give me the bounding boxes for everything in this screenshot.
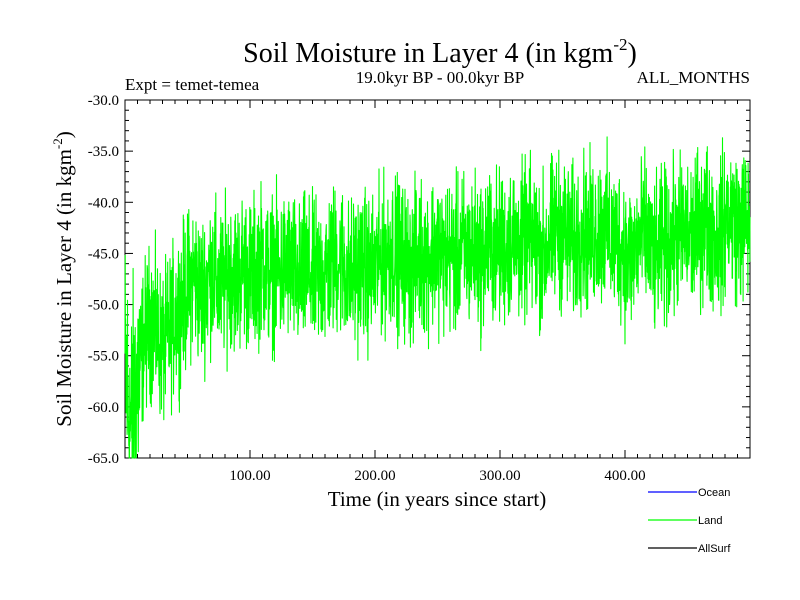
legend-label-allsurf: AllSurf	[698, 543, 731, 555]
x-tick-label: 200.00	[354, 468, 395, 484]
series-layer	[124, 136, 751, 459]
y-tick-label: -40.0	[88, 195, 119, 211]
y-tick-label: -55.0	[88, 349, 119, 365]
x-tick-label: 100.00	[229, 468, 270, 484]
y-tick-label: -50.0	[88, 298, 119, 314]
x-axis-label: Time (in years since start)	[328, 487, 547, 511]
expt-label: Expt = temet-temea	[125, 75, 260, 94]
x-tick-label: 300.00	[479, 468, 520, 484]
y-tick-label: -65.0	[88, 451, 119, 467]
legend-label-land: Land	[698, 515, 722, 527]
legend-label-ocean: Ocean	[698, 487, 730, 499]
y-axis-label: Soil Moisture in Layer 4 (in kgm-2)	[50, 131, 76, 426]
x-tick-label: 400.00	[604, 468, 645, 484]
y-tick-label: -30.0	[88, 93, 119, 109]
y-tick-label: -60.0	[88, 400, 119, 416]
period-label: 19.0kyr BP - 00.0kyr BP	[356, 68, 524, 87]
y-axis: -65.0 -60.0 -55.0 -50.0 -45.0 -40.0 -35.0 -30.0	[88, 93, 750, 467]
series-line-land	[124, 136, 751, 459]
legend: Ocean Land AllSurf	[648, 487, 731, 555]
months-label: ALL_MONTHS	[637, 68, 750, 87]
chart-title: Soil Moisture in Layer 4 (in kgm-2)	[243, 35, 637, 69]
y-tick-label: -35.0	[88, 144, 119, 160]
y-tick-label: -45.0	[88, 246, 119, 262]
x-axis: 100.00 200.00 300.00 400.00	[137, 100, 738, 484]
